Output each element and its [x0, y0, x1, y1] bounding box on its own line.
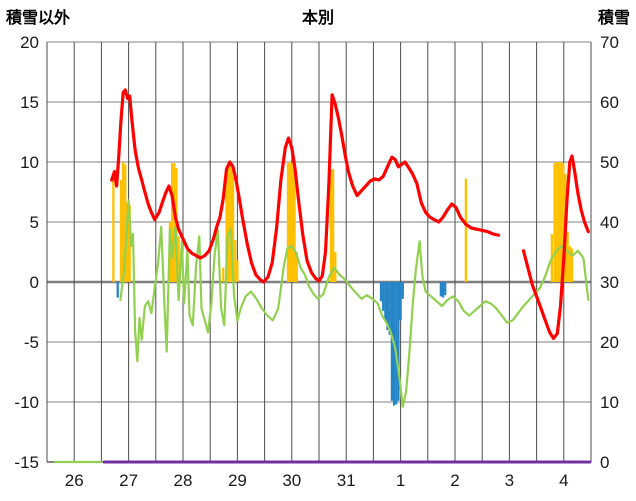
x-axis-label: 30 [282, 471, 301, 490]
blue-bars [439, 282, 443, 297]
orange-bars [173, 163, 176, 282]
right-axis-tick: 20 [600, 333, 619, 352]
orange-bars [170, 163, 174, 282]
right-axis-title: 積雪 [597, 10, 630, 27]
orange-bars [222, 267, 225, 282]
blue-bars [395, 282, 398, 405]
blue-bars [390, 282, 394, 401]
x-axis-label: 29 [228, 471, 247, 490]
orange-bars [126, 202, 129, 282]
left-axis-tick: 15 [20, 93, 39, 112]
left-axis-title: 積雪以外 [6, 10, 71, 27]
left-axis-tick: -5 [24, 333, 39, 352]
orange-bars [464, 178, 468, 282]
green-line [119, 199, 590, 408]
red-line [110, 88, 501, 284]
orange-bars [289, 162, 292, 282]
left-axis-tick: -10 [14, 393, 39, 412]
x-axis-label: 26 [65, 471, 84, 490]
blue-bars [441, 282, 445, 298]
left-axis-tick: -15 [14, 453, 39, 472]
left-axis-tick: 10 [20, 153, 39, 172]
right-axis-tick: 10 [600, 393, 619, 412]
blue-bars [382, 282, 385, 311]
right-axis-tick: 60 [600, 93, 619, 112]
x-axis-label: 4 [559, 471, 568, 490]
orange-bars [236, 260, 239, 282]
blue-bars [444, 282, 447, 296]
orange-bars [124, 164, 127, 282]
orange-bars [128, 205, 131, 282]
orange-bars [568, 246, 571, 282]
orange-bars [122, 162, 125, 282]
x-axis-label: 2 [450, 471, 459, 490]
orange-bars [229, 163, 233, 282]
blue-bars [388, 282, 391, 335]
orange-bars [334, 252, 337, 282]
blue-bars [399, 282, 402, 321]
right-axis-tick: 40 [600, 213, 619, 232]
orange-bars [559, 162, 563, 282]
blue-bars [384, 282, 387, 321]
orange-bars [112, 177, 115, 282]
orange-bars [331, 169, 335, 282]
orange-bars [225, 168, 228, 282]
orange-bars [553, 163, 556, 282]
right-axis-tick: 70 [600, 33, 619, 52]
x-axis-label: 27 [119, 471, 138, 490]
left-axis-tick: 0 [30, 273, 39, 292]
x-axis-label: 3 [505, 471, 514, 490]
orange-bars [286, 163, 290, 282]
orange-bars [234, 240, 237, 282]
blue-bars [379, 282, 383, 302]
blue-bars [116, 282, 119, 298]
chart-title: 本別 [301, 10, 334, 27]
x-axis-label: 31 [337, 471, 356, 490]
x-axis-label: 28 [174, 471, 193, 490]
orange-bars [570, 248, 574, 282]
orange-bars [295, 252, 298, 282]
blue-bars [401, 282, 404, 299]
orange-bars [566, 231, 569, 282]
orange-bars [119, 180, 123, 282]
right-axis-tick: 30 [600, 273, 619, 292]
x-axis-label: 1 [396, 471, 405, 490]
right-axis-tick: 0 [600, 453, 609, 472]
orange-bars [231, 170, 235, 282]
orange-bars [291, 163, 294, 282]
blue-bars [397, 282, 400, 401]
left-axis-tick: 20 [20, 33, 39, 52]
red-line [521, 154, 590, 340]
orange-bars [562, 163, 565, 282]
orange-bars [329, 169, 333, 282]
orange-bars [227, 163, 230, 282]
left-axis-tick: 5 [30, 213, 39, 232]
orange-bars [557, 162, 561, 282]
orange-bars [293, 165, 296, 282]
orange-bars [555, 162, 558, 282]
orange-bars [177, 236, 180, 282]
right-axis-tick: 50 [600, 153, 619, 172]
blue-bars [386, 282, 389, 330]
